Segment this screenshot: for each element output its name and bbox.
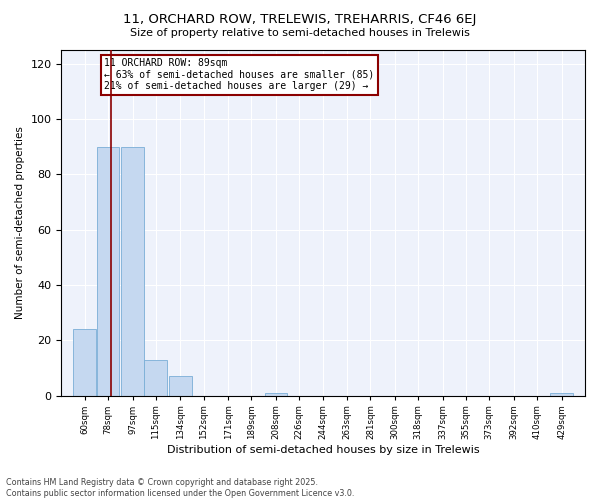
Text: Size of property relative to semi-detached houses in Trelewis: Size of property relative to semi-detach… (130, 28, 470, 38)
Bar (97, 147, 119, 396)
Text: 11, ORCHARD ROW, TRELEWIS, TREHARRIS, CF46 6EJ: 11, ORCHARD ROW, TRELEWIS, TREHARRIS, CF… (124, 12, 476, 26)
X-axis label: Distribution of semi-detached houses by size in Trelewis: Distribution of semi-detached houses by … (167, 445, 479, 455)
Text: 11 ORCHARD ROW: 89sqm
← 63% of semi-detached houses are smaller (85)
21% of semi: 11 ORCHARD ROW: 89sqm ← 63% of semi-deta… (104, 58, 375, 92)
Bar (145, 360, 167, 396)
Text: Contains HM Land Registry data © Crown copyright and database right 2025.
Contai: Contains HM Land Registry data © Crown c… (6, 478, 355, 498)
Bar (550, 393, 573, 396)
Bar (265, 393, 287, 396)
Bar (73, 329, 96, 396)
Bar (121, 147, 144, 396)
Bar (169, 376, 192, 396)
Y-axis label: Number of semi-detached properties: Number of semi-detached properties (15, 126, 25, 319)
